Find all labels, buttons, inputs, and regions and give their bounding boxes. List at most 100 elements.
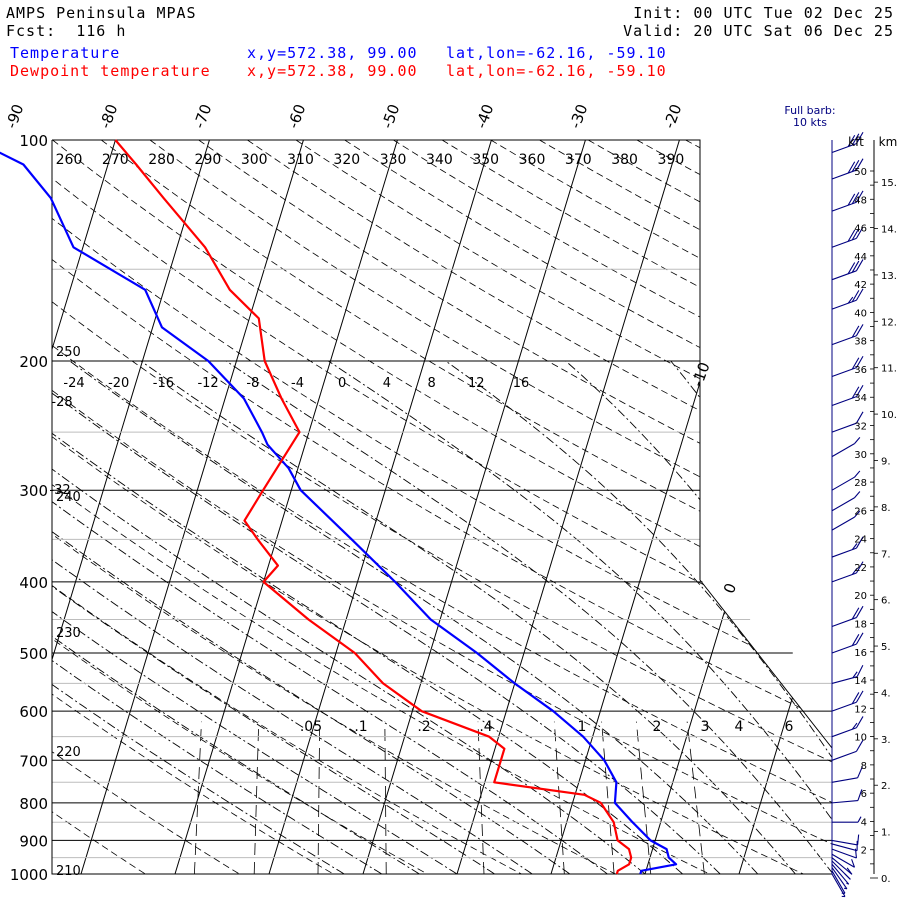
isotherm-label: -30 xyxy=(566,102,591,131)
kft-tick-label: 34 xyxy=(854,393,867,404)
wind-barb xyxy=(831,857,853,875)
wind-barb xyxy=(831,190,864,212)
dry-adiabat-line xyxy=(52,140,832,874)
dry-adiabat-line xyxy=(198,140,832,874)
dewpoint-profile-line xyxy=(114,139,633,875)
km-tick-label: 0. xyxy=(881,874,891,885)
moist-adiabat-label: 12 xyxy=(468,376,485,391)
dry-adiabat-label: 220 xyxy=(56,745,81,760)
isotherm-label: -70 xyxy=(190,102,215,131)
moist-adiabat-line xyxy=(225,360,832,874)
wind-barb xyxy=(831,840,858,852)
wind-barb xyxy=(831,158,864,180)
dry-adiabat-line xyxy=(685,140,832,874)
dry-adiabat-label: 320 xyxy=(333,152,360,168)
moist-adiabat-line xyxy=(52,360,533,874)
dry-adiabat-label: 330 xyxy=(380,152,407,168)
kft-tick-label: 28 xyxy=(854,478,867,489)
wind-barb xyxy=(831,605,864,627)
wind-barb xyxy=(831,665,864,684)
dry-adiabat-line xyxy=(247,140,832,874)
pressure-tick-label: 500 xyxy=(19,645,48,663)
moist-adiabat-label: -12 xyxy=(197,376,218,391)
wind-barb xyxy=(831,288,864,310)
mixing-ratio-label: 6 xyxy=(785,719,794,735)
moist-adiabat-line xyxy=(140,360,796,874)
pressure-tick-label: 800 xyxy=(19,795,48,813)
wind-barb xyxy=(831,470,861,491)
isotherm-line xyxy=(52,140,116,874)
dry-adiabat-label: 280 xyxy=(148,152,175,168)
dry-adiabat-label: 300 xyxy=(241,152,268,168)
wind-barb xyxy=(831,690,864,712)
moist-adiabat-label: -16 xyxy=(153,376,174,391)
moist-adiabat-label: 0 xyxy=(338,376,346,391)
isotherm-label: 0 xyxy=(720,581,740,596)
mixing-ratio-line xyxy=(686,721,705,874)
isotherm-label: -90 xyxy=(2,102,27,131)
dry-adiabat-label: 310 xyxy=(287,152,314,168)
wind-barb xyxy=(831,632,864,654)
mixing-ratio-label: 4 xyxy=(735,719,744,735)
wind-barb xyxy=(831,491,861,512)
wind-barb-column xyxy=(831,131,864,898)
forecast-hour: Fcst: 116 h xyxy=(6,22,127,40)
dry-adiabat-line xyxy=(52,140,710,874)
km-tick-label: 4. xyxy=(881,688,891,699)
dry-adiabat-label: 350 xyxy=(472,152,499,168)
mixing-ratio-label: 1 xyxy=(578,719,587,735)
moist-adiabat-label: 16 xyxy=(513,376,530,391)
dry-adiabat-line xyxy=(149,140,832,874)
km-axis-label: km xyxy=(879,135,898,149)
mixing-ratio-line xyxy=(193,721,202,874)
dry-adiabat-line xyxy=(52,140,804,874)
km-tick-label: 9. xyxy=(881,456,891,467)
km-tick-label: 1. xyxy=(881,828,891,839)
km-tick-label: 6. xyxy=(881,596,891,607)
temperature-latlon: lat,lon=-62.16, -59.10 xyxy=(446,44,667,62)
pressure-tick-label: 200 xyxy=(19,353,48,371)
moist-adiabat-label: -28 xyxy=(51,395,72,410)
kft-tick-label: 50 xyxy=(854,167,867,178)
mixing-ratio-line xyxy=(317,721,321,874)
kft-tick-label: 6 xyxy=(861,789,867,800)
valid-time: Valid: 20 UTC Sat 06 Dec 25 xyxy=(623,22,894,40)
clipped-grid xyxy=(52,140,832,874)
kft-tick-label: 16 xyxy=(854,648,867,659)
mixing-ratio-label: .4 xyxy=(479,719,492,735)
kft-tick-label: 40 xyxy=(854,308,867,319)
dry-adiabat-line xyxy=(52,140,832,874)
dry-adiabat-line xyxy=(539,140,832,874)
km-tick-label: 13. xyxy=(881,271,897,282)
km-tick-label: 5. xyxy=(881,642,891,653)
dry-adiabat-line xyxy=(52,140,832,874)
mixing-ratio-line xyxy=(477,721,485,874)
mixing-ratio-label: .2 xyxy=(417,719,430,735)
wind-barb xyxy=(831,355,864,378)
kft-tick-label: 14 xyxy=(854,676,867,687)
dry-adiabat-label: 230 xyxy=(56,626,81,641)
km-tick-label: 8. xyxy=(881,503,891,514)
moist-adiabat-line xyxy=(52,360,721,874)
mixing-ratio-label: 3 xyxy=(701,719,710,735)
pressure-tick-label: 600 xyxy=(19,703,48,721)
moist-adiabat-line xyxy=(52,360,608,874)
kft-tick-label: 30 xyxy=(854,450,867,461)
wind-barb xyxy=(831,739,864,761)
moist-adiabat-label: 4 xyxy=(383,376,391,391)
temperature-profile-line xyxy=(0,151,678,875)
mixing-ratio-label: .05 xyxy=(300,719,322,735)
kft-tick-label: 22 xyxy=(854,563,867,574)
dry-adiabat-label: 360 xyxy=(519,152,546,168)
km-tick-label: 2. xyxy=(881,781,891,792)
km-tick-label: 7. xyxy=(881,549,891,560)
wind-barb xyxy=(831,226,864,248)
kft-tick-label: 4 xyxy=(861,817,867,828)
dewpoint-xy: x,y=572.38, 99.00 xyxy=(247,62,418,80)
moist-adiabat-label: -20 xyxy=(108,376,129,391)
wind-barb xyxy=(831,834,860,846)
dewpoint-latlon: lat,lon=-62.16, -59.10 xyxy=(446,62,667,80)
diagram-grid xyxy=(51,139,833,875)
kft-tick-label: 20 xyxy=(854,591,867,602)
temperature-xy: x,y=572.38, 99.00 xyxy=(247,44,418,62)
